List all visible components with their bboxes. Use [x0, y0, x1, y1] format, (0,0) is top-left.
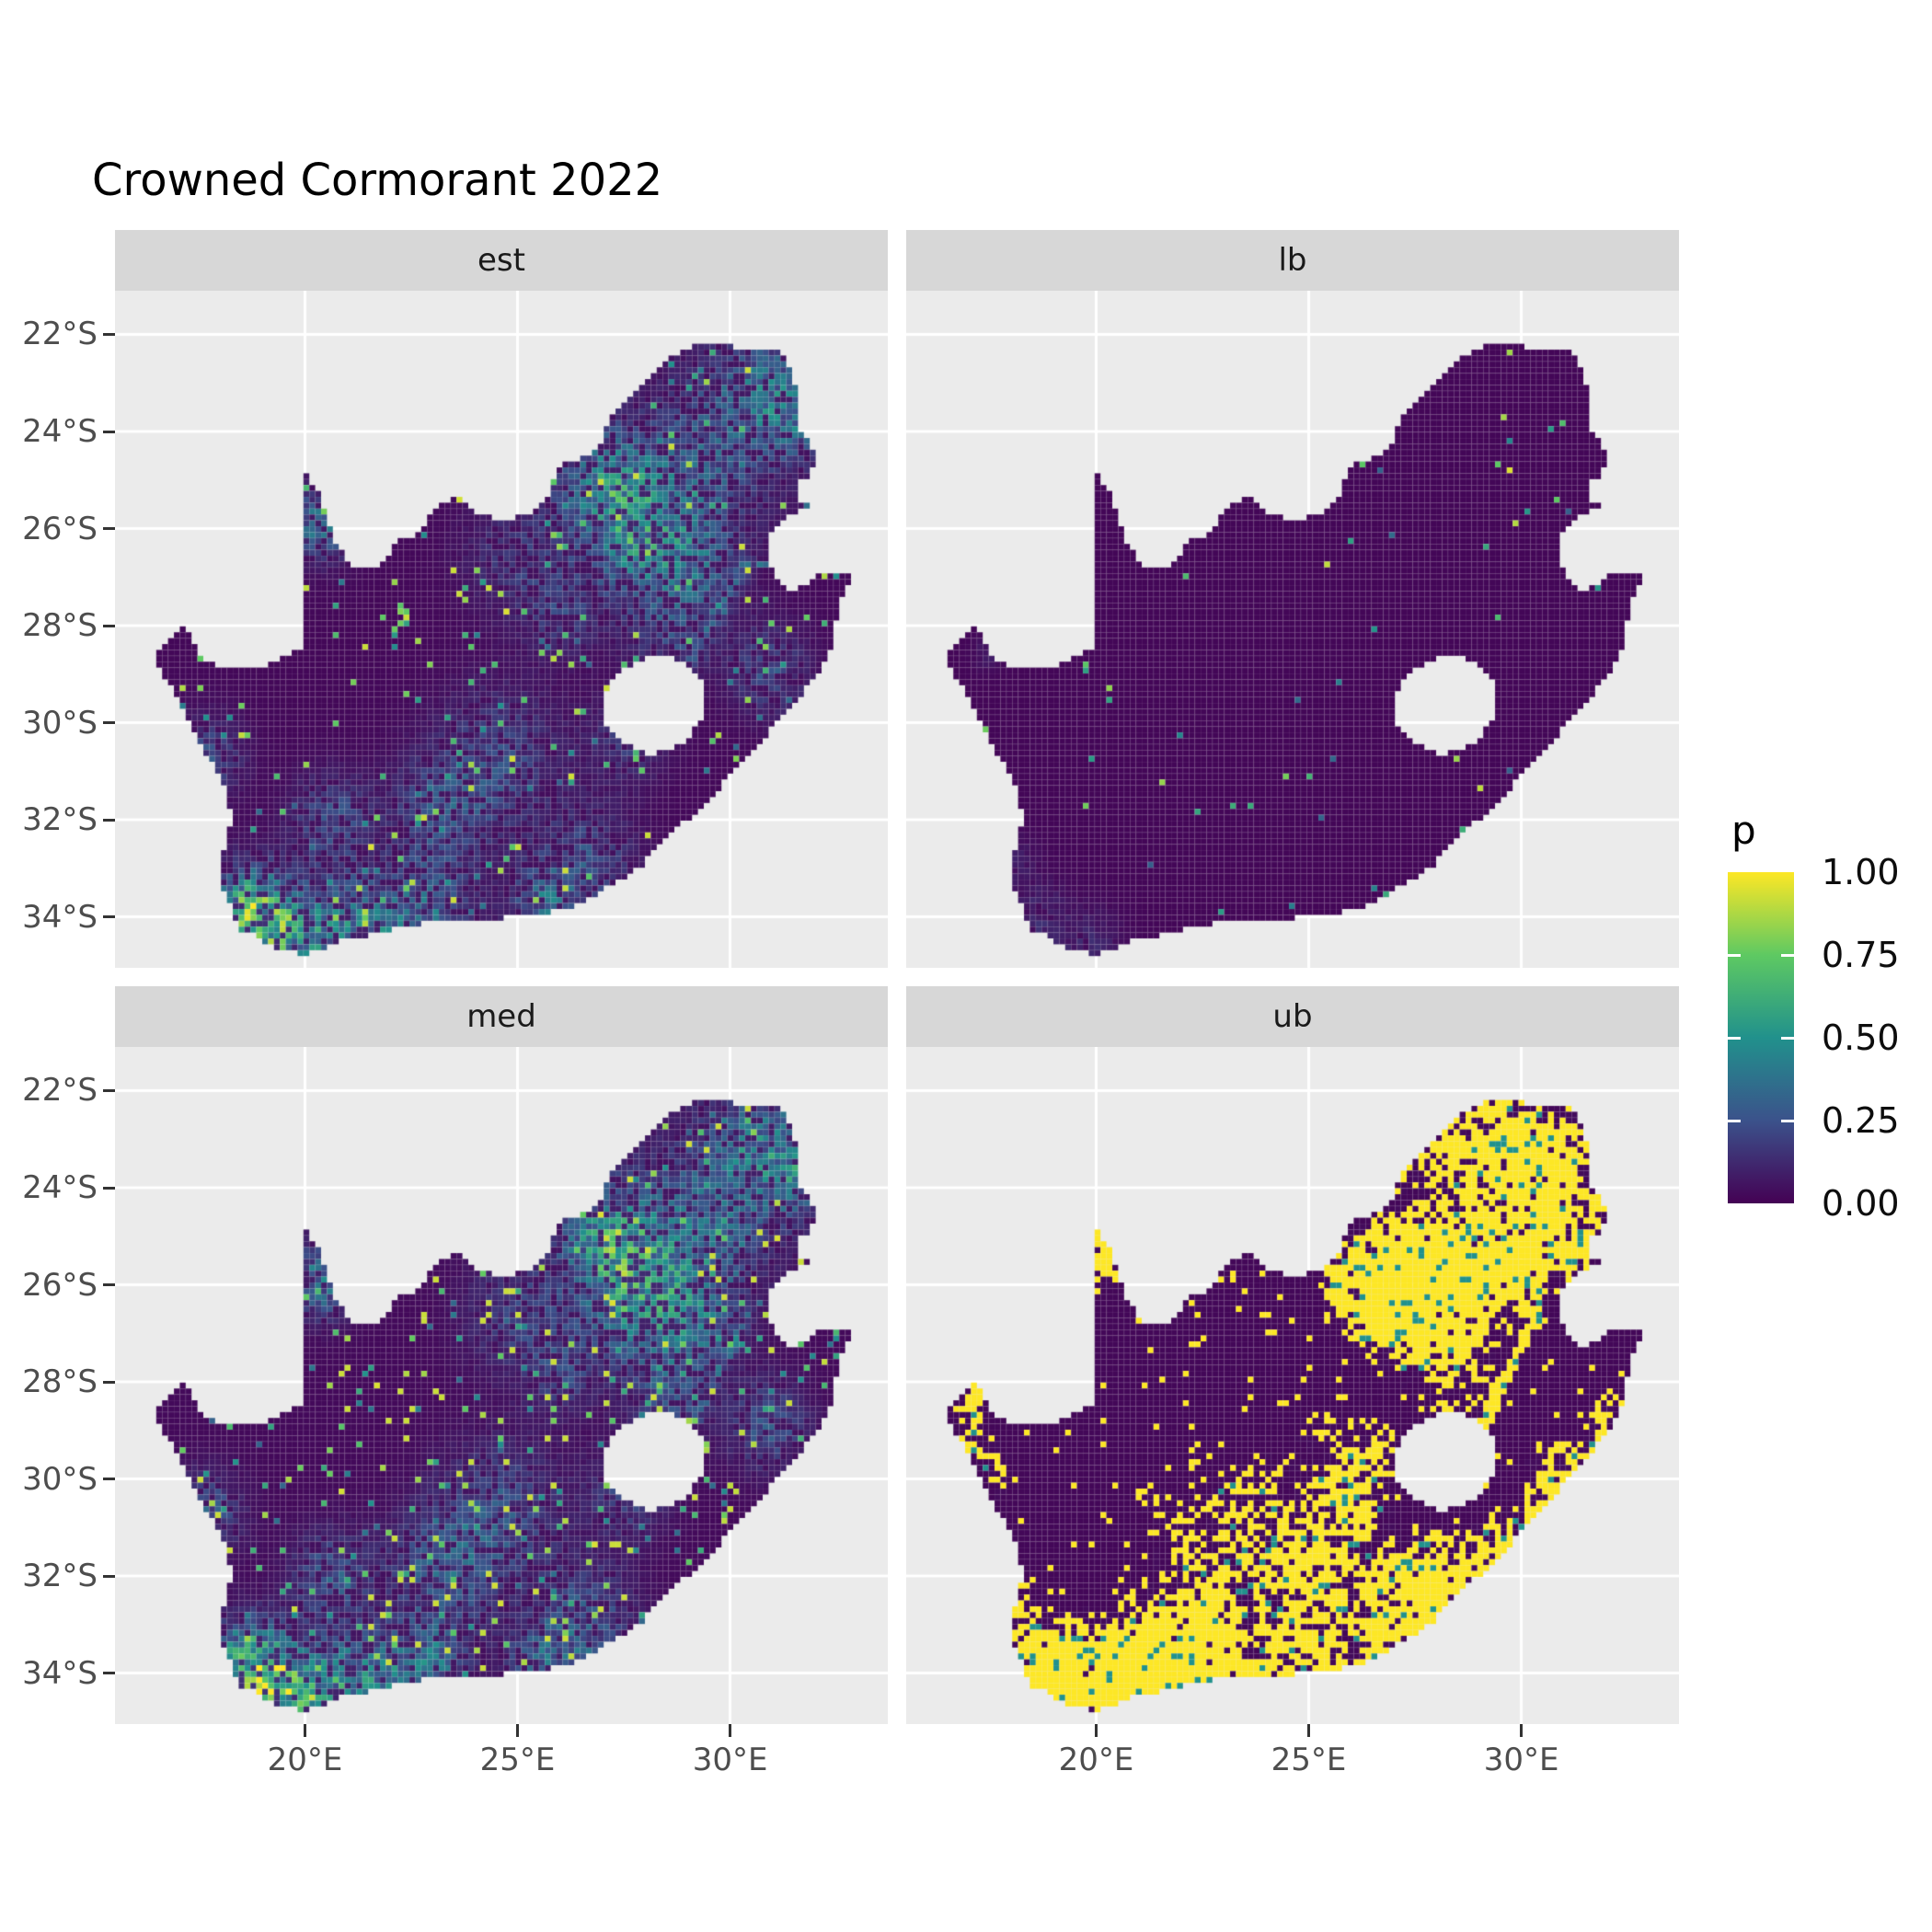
legend-tick-mark	[1728, 1036, 1741, 1040]
y-tick-label: 24°S	[22, 413, 98, 450]
facet-strip-label: lb	[1278, 242, 1307, 279]
chart-title: Crowned Cormorant 2022	[92, 155, 663, 206]
y-tick-label: 26°S	[22, 1266, 98, 1304]
map-raster-ub	[906, 1047, 1679, 1724]
y-tick-mark	[103, 1186, 115, 1190]
x-tick-mark	[1307, 1724, 1311, 1737]
x-tick-mark	[516, 1724, 520, 1737]
y-tick-label: 34°S	[22, 1654, 98, 1692]
legend-tick-label: 1.00	[1822, 852, 1900, 892]
legend-tick-label: 0.00	[1822, 1183, 1900, 1224]
y-tick-mark	[103, 721, 115, 725]
y-tick-label: 24°S	[22, 1169, 98, 1206]
facet-panel-est	[115, 291, 888, 968]
facet-panel-lb	[906, 291, 1679, 968]
facet-strip-label: ub	[1272, 998, 1313, 1035]
y-tick-label: 32°S	[22, 1558, 98, 1595]
x-tick-mark	[304, 1724, 307, 1737]
legend-tick-mark	[1781, 1119, 1794, 1122]
x-tick-label: 20°E	[267, 1742, 343, 1778]
legend-tick-mark	[1781, 953, 1794, 957]
facet-panel-ub	[906, 1047, 1679, 1724]
y-tick-label: 28°S	[22, 607, 98, 645]
facet-strip-med: med	[115, 986, 888, 1047]
y-tick-mark	[103, 1380, 115, 1384]
y-tick-mark	[103, 1283, 115, 1287]
map-raster-est	[115, 291, 888, 968]
y-tick-label: 28°S	[22, 1363, 98, 1401]
legend-tick-mark	[1728, 1119, 1741, 1122]
legend-title: p	[1731, 808, 1756, 853]
legend-tick-label: 0.75	[1822, 935, 1900, 975]
y-tick-label: 22°S	[22, 1072, 98, 1110]
legend-tick-mark	[1781, 1036, 1794, 1040]
legend-tick-label: 0.50	[1822, 1018, 1900, 1058]
x-tick-label: 30°E	[1483, 1742, 1559, 1778]
facet-strip-label: est	[477, 242, 525, 279]
y-tick-mark	[103, 1574, 115, 1578]
x-tick-label: 25°E	[479, 1742, 556, 1778]
y-tick-mark	[103, 1672, 115, 1675]
y-tick-label: 26°S	[22, 510, 98, 547]
legend-tick-mark	[1728, 953, 1741, 957]
x-tick-mark	[1520, 1724, 1524, 1737]
x-tick-mark	[1095, 1724, 1098, 1737]
map-raster-med	[115, 1047, 888, 1724]
y-tick-mark	[103, 527, 115, 531]
y-tick-mark	[103, 430, 115, 433]
y-tick-mark	[103, 624, 115, 627]
y-tick-label: 30°S	[22, 1460, 98, 1498]
y-tick-mark	[103, 1478, 115, 1481]
facet-strip-est: est	[115, 230, 888, 291]
facet-strip-ub: ub	[906, 986, 1679, 1047]
map-raster-lb	[906, 291, 1679, 968]
legend-tick-label: 0.25	[1822, 1100, 1900, 1141]
y-tick-label: 22°S	[22, 316, 98, 353]
x-tick-label: 20°E	[1058, 1742, 1134, 1778]
facet-panel-med	[115, 1047, 888, 1724]
y-tick-label: 32°S	[22, 801, 98, 839]
y-tick-mark	[103, 915, 115, 919]
y-tick-label: 30°S	[22, 704, 98, 742]
y-tick-label: 34°S	[22, 898, 98, 936]
facet-strip-label: med	[466, 998, 536, 1035]
y-tick-mark	[103, 332, 115, 336]
y-tick-mark	[103, 1088, 115, 1092]
x-tick-label: 30°E	[692, 1742, 768, 1778]
x-tick-mark	[729, 1724, 732, 1737]
y-tick-mark	[103, 818, 115, 822]
x-tick-label: 25°E	[1271, 1742, 1347, 1778]
facet-strip-lb: lb	[906, 230, 1679, 291]
